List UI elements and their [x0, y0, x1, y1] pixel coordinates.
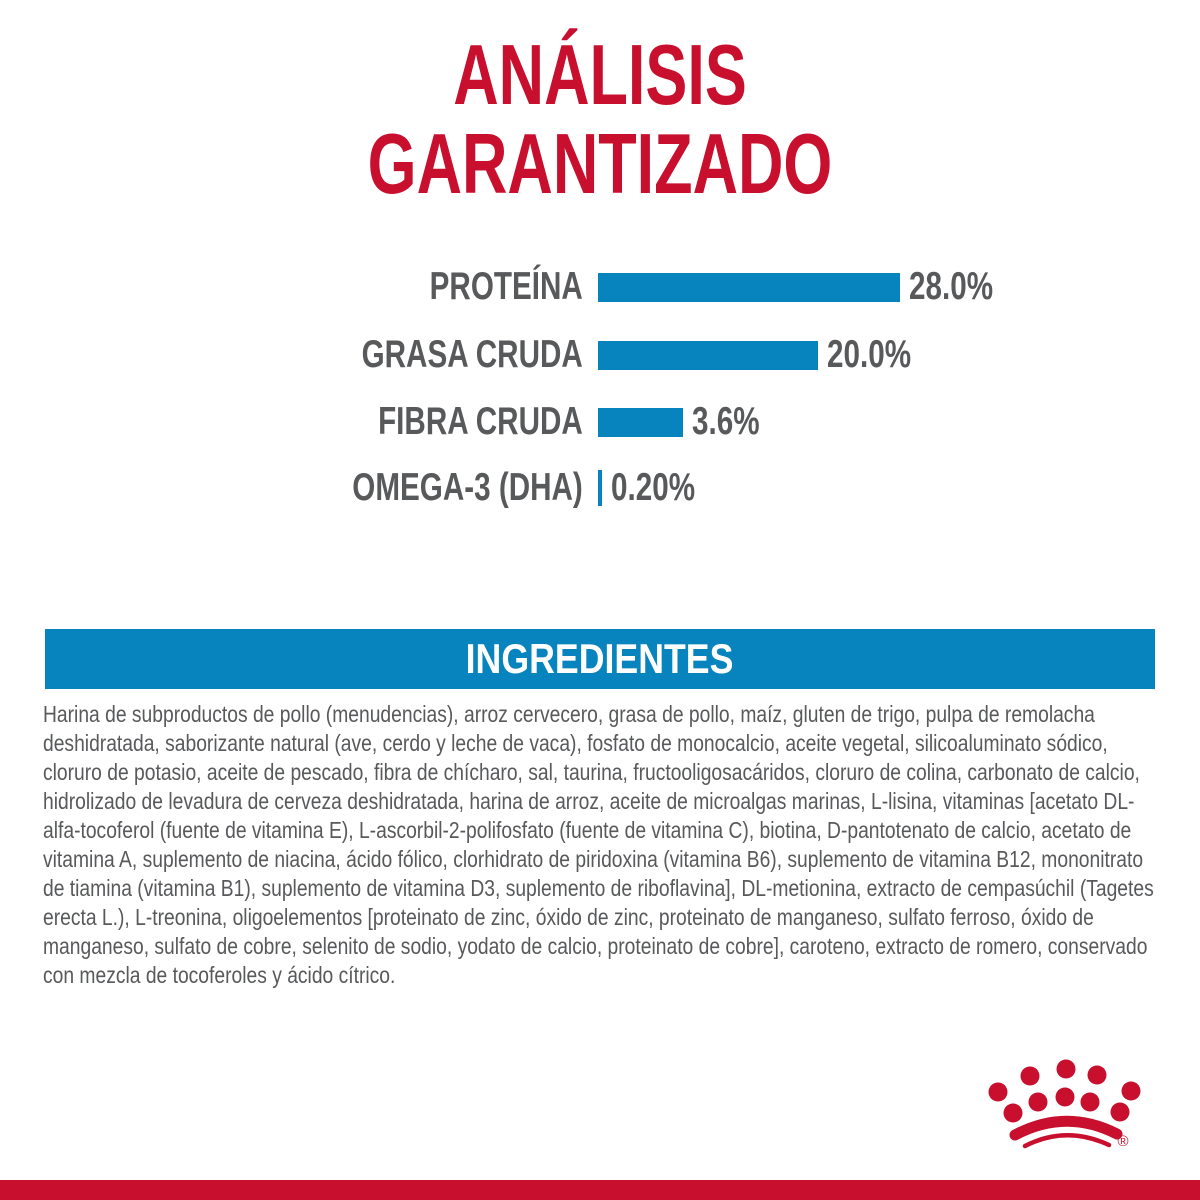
nutrient-label: FIBRA CRUDA: [378, 400, 583, 443]
crown-dot: [1121, 1081, 1141, 1101]
nutrient-row: GRASA CRUDA 20.0%: [0, 333, 1200, 376]
nutrient-bar: [598, 407, 683, 437]
crown-dot: [1020, 1066, 1040, 1086]
nutrient-label: PROTEÍNA: [429, 265, 583, 308]
crown-dot: [1080, 1092, 1100, 1112]
crown-dot: [988, 1082, 1008, 1102]
crown-dot: [1028, 1092, 1048, 1112]
title-line-2: GARANTIZADO: [367, 117, 833, 212]
nutrient-bar: [598, 470, 602, 506]
nutrient-row: FIBRA CRUDA 3.6%: [0, 400, 1200, 443]
crown-dot: [1110, 1102, 1130, 1122]
nutrient-row: PROTEÍNA 28.0%: [0, 265, 1200, 308]
ingredients-header: INGREDIENTES: [45, 629, 1155, 689]
nutrient-value: 20.0%: [827, 333, 912, 376]
royal-canin-crown-logo: ®: [988, 1059, 1141, 1150]
nutrient-bar: [598, 340, 818, 370]
nutrient-value: 0.20%: [611, 466, 696, 509]
title-line-1: ANÁLISIS: [453, 28, 747, 123]
nutrient-bar: [598, 272, 900, 302]
crown-dot: [1056, 1059, 1076, 1079]
crown-dot: [1087, 1065, 1107, 1085]
page-title: ANÁLISIS GARANTIZADO: [156, 31, 1044, 209]
crown-arc-thin: [1022, 1133, 1112, 1149]
ingredients-text: Harina de subproductos de pollo (menuden…: [43, 701, 1154, 988]
bottom-red-bar: [0, 1180, 1200, 1200]
crown-dots: [988, 1059, 1141, 1123]
crown-dot: [1055, 1087, 1075, 1107]
nutrient-row: OMEGA-3 (DHA) 0.20%: [0, 466, 1200, 509]
ingredients-header-label: INGREDIENTES: [466, 635, 734, 682]
nutrient-label: GRASA CRUDA: [361, 333, 583, 376]
nutrient-value: 28.0%: [909, 265, 994, 308]
nutrient-label: OMEGA-3 (DHA): [352, 466, 583, 509]
registered-trademark-symbol: ®: [1117, 1133, 1128, 1150]
crown-dot: [1003, 1103, 1023, 1123]
crown-arc-thick: [1009, 1115, 1123, 1141]
nutrient-value: 3.6%: [692, 400, 760, 443]
